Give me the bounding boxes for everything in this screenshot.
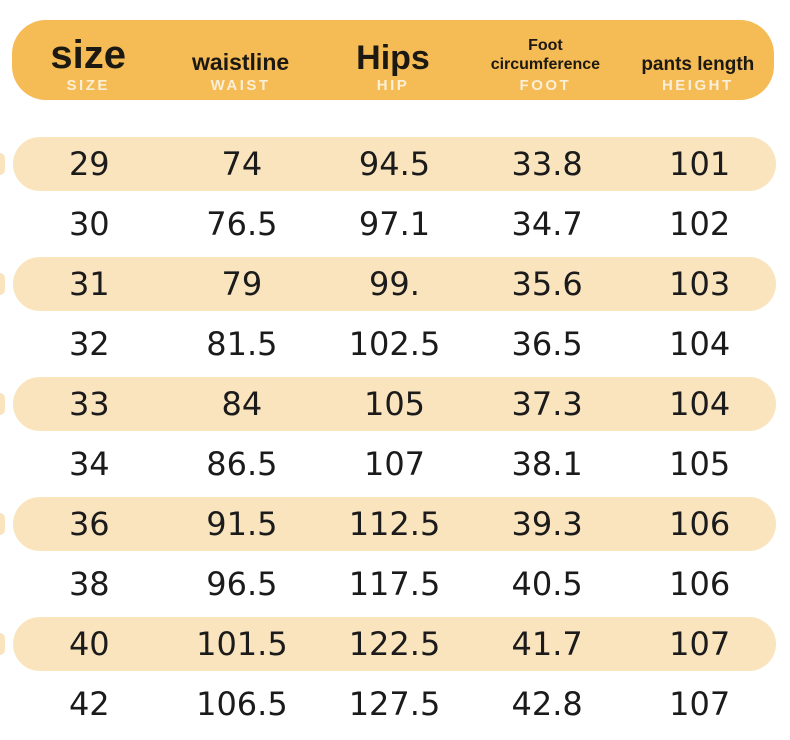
size-chart-header: size SIZE waistline WAIST Hips HIP Foot …	[12, 20, 774, 100]
table-cell: 29	[68, 145, 110, 183]
table-cell: 30	[68, 205, 110, 243]
table-cell: 103	[669, 265, 731, 303]
table-cell: 106.5	[196, 685, 288, 723]
table-row-size-33: 33 84 105 37.3 104	[13, 374, 776, 434]
table-cell: 41.7	[511, 625, 583, 663]
table-cell: 74	[221, 145, 263, 183]
cutoff-fragment	[0, 393, 5, 415]
table-cell: 81.5	[206, 325, 278, 363]
table-cell: 94.5	[358, 145, 431, 183]
table-cell: 34	[68, 445, 110, 483]
table-cell: 107	[669, 685, 731, 723]
table-cell: 105	[363, 385, 426, 423]
table-cell: 37.3	[511, 385, 583, 423]
table-cell: 84	[221, 385, 263, 423]
table-cell: 112.5	[348, 505, 441, 543]
table-cell: 36.5	[511, 325, 583, 363]
table-row-size-34: 34 86.5 107 38.1 105	[13, 434, 776, 494]
table-cell: 38	[68, 565, 110, 603]
table-cell: 107	[669, 625, 731, 663]
table-cell: 101.5	[196, 625, 288, 663]
table-cell: 32	[68, 325, 110, 363]
table-cell: 40	[68, 625, 110, 663]
table-cell: 107	[363, 445, 426, 483]
table-cell: 91.5	[206, 505, 278, 543]
table-row-size-38: 38 96.5 117.5 40.5 106	[13, 554, 776, 614]
table-cell: 106	[669, 505, 731, 543]
table-cell: 101	[669, 145, 731, 183]
table-cell: 105	[669, 445, 731, 483]
table-row-size-31: 31 79 99. 35.6 103	[13, 254, 776, 314]
header-label-hips: Hips	[356, 38, 430, 77]
table-row-size-29: 29 74 94.5 33.8 101	[13, 134, 776, 194]
cutoff-fragment	[0, 633, 5, 655]
table-cell: 117.5	[348, 565, 441, 603]
header-cell-pants-length: pants length HEIGHT	[622, 20, 774, 100]
cutoff-fragment	[0, 153, 5, 175]
size-table-body: 29 74 94.5 33.8 101 30 76.5 97.1 34.7 10…	[13, 134, 776, 734]
table-cell: 127.5	[348, 685, 441, 723]
header-sublabel-waist: WAIST	[210, 77, 271, 94]
table-cell: 40.5	[511, 565, 583, 603]
table-cell: 99.	[369, 265, 420, 303]
header-sublabel-foot: FOOT	[519, 77, 572, 94]
table-cell: 34.7	[511, 205, 583, 243]
table-cell: 42	[68, 685, 110, 723]
table-cell: 33.8	[511, 145, 583, 183]
table-cell: 79	[221, 265, 263, 303]
header-label-foot-circumference: Foot circumference	[490, 36, 601, 73]
table-cell: 76.5	[206, 205, 278, 243]
table-cell: 42.8	[511, 685, 583, 723]
table-row-size-40: 40 101.5 122.5 41.7 107	[13, 614, 776, 674]
table-cell: 102	[669, 205, 731, 243]
table-cell: 97.1	[358, 205, 431, 243]
header-sublabel-size: SIZE	[66, 77, 110, 94]
table-cell: 35.6	[511, 265, 583, 303]
header-cell-hips: Hips HIP	[317, 20, 469, 100]
cutoff-fragment	[0, 273, 5, 295]
table-cell: 31	[68, 265, 110, 303]
table-row-size-30: 30 76.5 97.1 34.7 102	[13, 194, 776, 254]
table-cell: 96.5	[206, 565, 278, 603]
header-sublabel-hip: HIP	[376, 77, 410, 94]
header-cell-foot-circumference: Foot circumference FOOT	[469, 20, 621, 100]
cutoff-fragment	[0, 513, 5, 535]
table-cell: 36	[68, 505, 110, 543]
table-row-size-32: 32 81.5 102.5 36.5 104	[13, 314, 776, 374]
table-cell: 86.5	[206, 445, 278, 483]
table-cell: 104	[669, 325, 731, 363]
header-label-size: size	[50, 33, 126, 77]
table-cell: 38.1	[511, 445, 583, 483]
table-row-size-42: 42 106.5 127.5 42.8 107	[13, 674, 776, 734]
header-label-pants-length: pants length	[641, 53, 755, 75]
header-label-waistline: waistline	[192, 49, 290, 76]
header-sublabel-height: HEIGHT	[661, 77, 734, 94]
table-row-size-36: 36 91.5 112.5 39.3 106	[13, 494, 776, 554]
header-cell-waistline: waistline WAIST	[164, 20, 316, 100]
header-cell-size: size SIZE	[12, 20, 164, 100]
table-cell: 104	[669, 385, 731, 423]
table-cell: 102.5	[348, 325, 441, 363]
table-cell: 122.5	[348, 625, 441, 663]
table-cell: 33	[68, 385, 110, 423]
table-cell: 106	[669, 565, 731, 603]
table-cell: 39.3	[511, 505, 583, 543]
